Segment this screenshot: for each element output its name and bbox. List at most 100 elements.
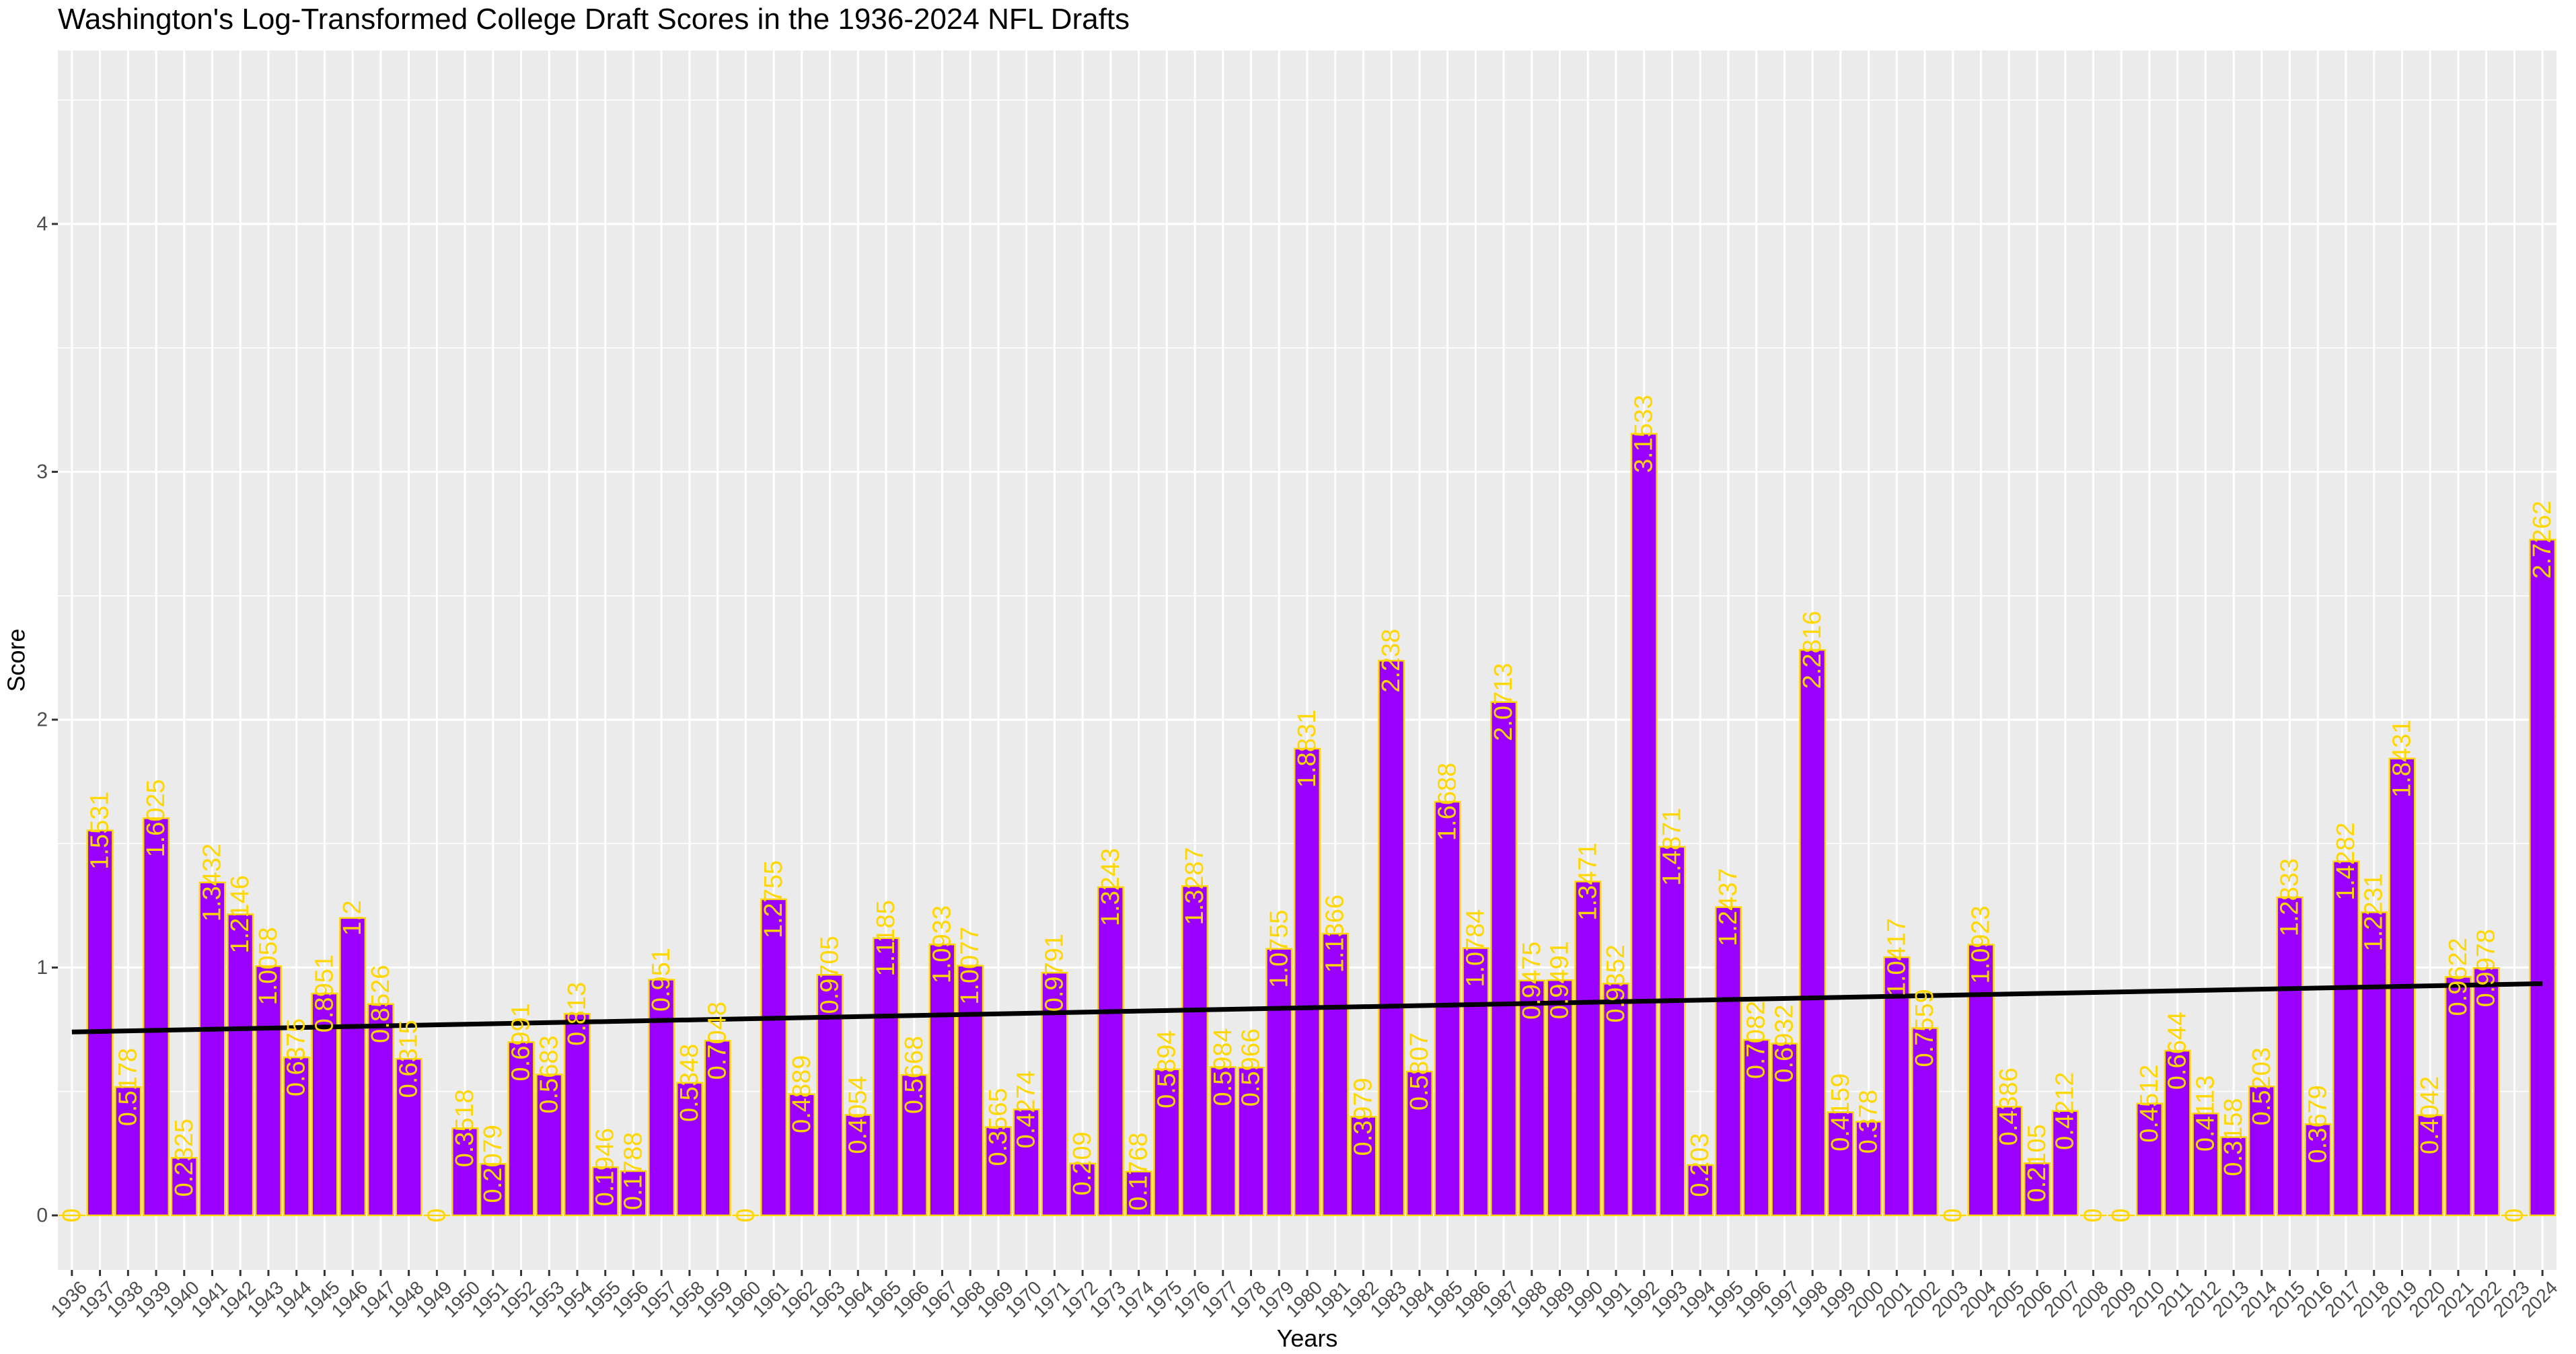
bar-value-label: 1.6025: [142, 779, 170, 857]
bar: [479, 1163, 507, 1217]
bar-value-label: 0.4386: [1995, 1067, 2023, 1145]
bar: [957, 965, 984, 1217]
bar: [620, 1170, 647, 1217]
bar-value-label: 1.6688: [1434, 763, 1462, 841]
bar-value-label: 2.2816: [1798, 611, 1827, 689]
bar: [1855, 1121, 1882, 1217]
bar-value-label: 0: [2107, 1208, 2135, 1222]
bar: [1321, 932, 1349, 1217]
bar-value-label: 0.6932: [1770, 1004, 1798, 1082]
bar: [170, 1157, 198, 1217]
bar-value-label: 0.1788: [619, 1132, 647, 1210]
bar: [1350, 1116, 1377, 1217]
bar: [844, 1114, 872, 1217]
bar: [2023, 1162, 2051, 1217]
bar-value-label: 0.7082: [1742, 1001, 1771, 1079]
bar: [1742, 1039, 1770, 1217]
bar-value-label: 0.6315: [395, 1020, 423, 1098]
bar-value-label: 1.0755: [1265, 909, 1293, 987]
bar: [395, 1057, 422, 1217]
bar: [1490, 701, 1518, 1217]
bar: [1125, 1170, 1152, 1217]
bar-value-label: 1.5531: [86, 792, 114, 870]
bar: [536, 1074, 563, 1217]
bar-value-label: 0.2105: [2023, 1124, 2051, 1202]
bar: [1181, 885, 1209, 1217]
x-axis: 1936193719381939194019411942194319441945…: [46, 1270, 2562, 1321]
bar: [2248, 1085, 2275, 1217]
bar: [1799, 648, 1827, 1217]
bar: [1293, 747, 1321, 1217]
bar: [1097, 886, 1124, 1217]
bar-value-label: 0.3158: [2219, 1098, 2248, 1176]
bar: [900, 1074, 928, 1217]
bar: [2192, 1113, 2219, 1217]
bar-value-label: 1.8831: [1293, 710, 1321, 788]
bar: [1630, 432, 1658, 1217]
bar: [1378, 659, 1405, 1217]
bar: [704, 1039, 731, 1217]
bar: [1462, 947, 1489, 1217]
bar-value-label: 0.4889: [788, 1055, 816, 1133]
bar-value-label: 0.4212: [2051, 1072, 2080, 1150]
bar-value-label: 0.7559: [1911, 989, 1939, 1067]
bar-value-label: 0.4054: [844, 1076, 872, 1154]
bar: [254, 965, 283, 1217]
bar: [928, 943, 956, 1217]
y-tick-label: 2: [36, 708, 48, 730]
bar: [507, 1041, 535, 1217]
bar: [1658, 845, 1686, 1217]
bar: [1069, 1162, 1097, 1217]
bar: [2444, 976, 2472, 1217]
bar-value-label: 0.6991: [507, 1003, 536, 1081]
bar: [2135, 1102, 2163, 1217]
bar-value-label: 0: [2500, 1208, 2528, 1222]
bar-value-label: 2.0713: [1489, 663, 1518, 741]
bar: [1209, 1066, 1237, 1217]
bar-value-label: 0.4274: [1013, 1070, 1041, 1148]
x-axis-title: Years: [1277, 1324, 1338, 1352]
bar-value-label: 0.9475: [1518, 942, 1546, 1020]
bar-value-label: 1.3287: [1181, 847, 1209, 925]
bar: [873, 937, 900, 1217]
bar-value-label: 0.7048: [704, 1002, 732, 1080]
bar-value-label: 0.4042: [2416, 1076, 2444, 1154]
bar: [788, 1093, 815, 1217]
bar-value-label: 0: [2079, 1208, 2107, 1222]
bar: [2051, 1110, 2079, 1217]
bar: [198, 881, 226, 1217]
bar-value-label: 1.0933: [928, 905, 957, 983]
bar-value-label: 0.3518: [451, 1089, 479, 1167]
y-axis-title: Score: [3, 628, 30, 691]
y-tick-label: 4: [36, 213, 48, 235]
bar: [2304, 1123, 2332, 1217]
bar: [2164, 1049, 2191, 1217]
bar: [2417, 1114, 2444, 1217]
bar-value-label: 1.3432: [198, 843, 227, 922]
y-tick-label: 0: [36, 1204, 48, 1226]
bar-value-label: 0: [1939, 1208, 1967, 1222]
bar-value-label: 0.5894: [1152, 1030, 1181, 1108]
bar-value-label: 0: [422, 1208, 451, 1222]
bar-value-label: 0.1768: [1125, 1133, 1153, 1211]
trend-line: [71, 981, 2543, 1035]
bar-value-label: 2.238: [1377, 629, 1405, 693]
bar: [1265, 948, 1293, 1217]
bar: [1237, 1066, 1265, 1217]
bar-value-label: 1.2: [338, 900, 367, 936]
bar-value-label: 0.9791: [1040, 934, 1068, 1012]
bar-value-label: 0.5668: [900, 1036, 928, 1114]
bar-value-label: 0.4512: [2135, 1065, 2164, 1143]
bar: [86, 829, 114, 1217]
bar: [1995, 1106, 2023, 1217]
trend-line-path: [71, 981, 2543, 1035]
bar-value-label: 0.4159: [1827, 1074, 1855, 1152]
bar-value-label: 1.0923: [1967, 905, 1995, 983]
bar: [311, 992, 338, 1217]
bar: [2529, 539, 2556, 1217]
bar: [563, 1013, 591, 1217]
bar: [2220, 1136, 2248, 1217]
bar: [1771, 1043, 1798, 1217]
bar: [1518, 979, 1545, 1217]
